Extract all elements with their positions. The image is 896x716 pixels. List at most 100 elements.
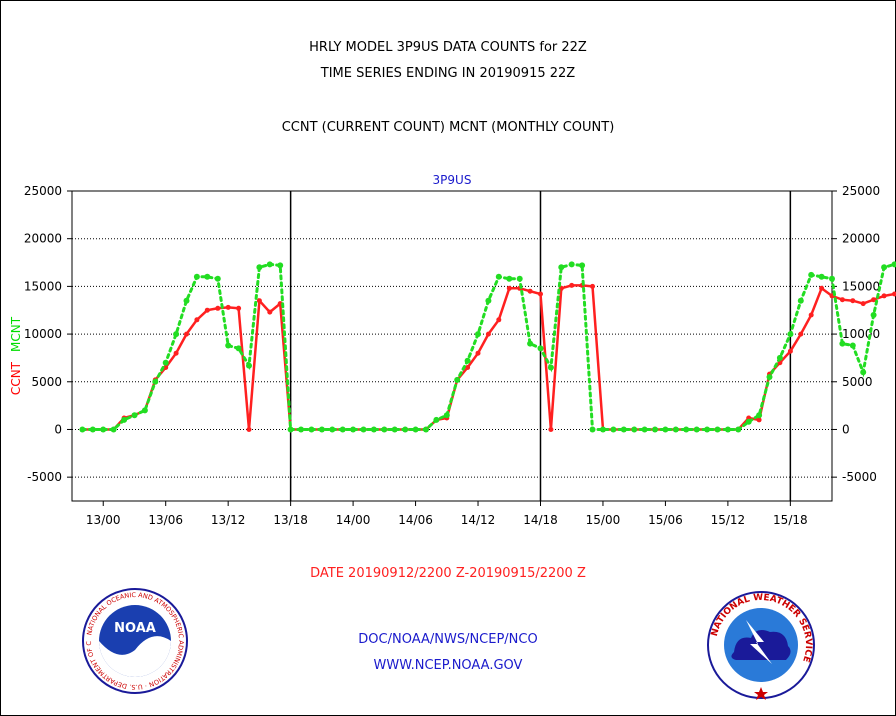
chart-title-line2: TIME SERIES ENDING IN 20190915 22Z: [320, 66, 576, 81]
x-tick-label: 14/12: [461, 513, 496, 527]
data-point-mcnt: [464, 357, 471, 364]
data-point-ccnt: [548, 427, 554, 432]
nws-star-icon: [754, 687, 768, 700]
data-point-mcnt: [162, 359, 169, 366]
data-point-mcnt: [652, 426, 658, 433]
data-point-mcnt: [277, 262, 284, 269]
data-point-mcnt: [881, 264, 888, 271]
y-axis-label-mcnt: MCNT: [9, 316, 23, 352]
data-point-mcnt: [849, 342, 856, 349]
x-tick-label: 13/12: [211, 513, 246, 527]
data-point-ccnt: [860, 301, 866, 307]
data-point-mcnt: [79, 426, 86, 433]
data-point-mcnt: [402, 426, 409, 433]
data-point-mcnt: [152, 378, 159, 385]
data-point-ccnt: [256, 298, 262, 304]
data-point-ccnt: [798, 331, 804, 337]
data-point-mcnt: [339, 426, 346, 433]
y-tick-label-right: -5000: [842, 470, 877, 484]
data-point-mcnt: [714, 426, 721, 433]
nws-lightning-icon: [746, 620, 772, 664]
data-point-mcnt: [121, 416, 128, 423]
data-point-mcnt: [235, 345, 242, 352]
data-point-mcnt: [298, 426, 304, 433]
series-line-mcnt: [80, 262, 896, 431]
y-axis-label-ccnt: CCNT: [9, 361, 23, 395]
data-point-mcnt: [610, 426, 617, 433]
data-point-mcnt: [547, 364, 554, 371]
y-tick-label-left: 10000: [24, 327, 62, 341]
data-point-ccnt: [215, 305, 221, 311]
data-point-mcnt: [454, 376, 461, 383]
data-point-ccnt: [808, 312, 814, 318]
nws-logo: NATIONAL WEATHER SERVICE: [707, 591, 815, 700]
data-point-ccnt: [194, 317, 200, 323]
y-tick-label-left: -5000: [27, 470, 62, 484]
data-point-ccnt: [496, 317, 502, 323]
data-point-ccnt: [173, 350, 179, 356]
data-point-ccnt: [225, 304, 231, 310]
y-tick-label-right: 10000: [842, 327, 880, 341]
data-point-mcnt: [225, 342, 232, 349]
data-point-ccnt: [538, 291, 543, 297]
x-tick-label: 15/06: [648, 513, 683, 527]
data-point-ccnt: [839, 297, 845, 303]
data-point-mcnt: [558, 264, 565, 271]
y-tick-label-left: 5000: [31, 375, 62, 389]
data-point-ccnt: [184, 331, 189, 337]
data-point-mcnt: [443, 412, 450, 419]
time-series-chart: -5000 -5000 0 0 5000 5000 10000 10000 15000 15000…: [9, 173, 896, 527]
x-tick-label: 14/06: [398, 513, 433, 527]
data-point-mcnt: [89, 426, 96, 433]
data-point-mcnt: [870, 312, 877, 318]
data-point-mcnt: [131, 412, 138, 419]
chart-title-line3: CCNT (CURRENT COUNT) MCNT (MONTHLY COUNT…: [281, 120, 615, 135]
data-point-mcnt: [318, 426, 325, 433]
data-point-mcnt: [423, 426, 429, 433]
x-tick-label: 15/12: [711, 513, 746, 527]
data-point-ccnt: [236, 305, 242, 311]
data-point-ccnt: [475, 350, 481, 356]
data-point-mcnt: [662, 426, 669, 433]
data-point-ccnt: [881, 293, 887, 299]
date-range-label: DATE 20190912/2200 Z-20190915/2200 Z: [310, 566, 586, 581]
x-tick-label: 15/18: [773, 513, 808, 527]
data-point-mcnt: [287, 426, 294, 433]
data-point-mcnt: [246, 362, 252, 369]
data-point-mcnt: [308, 426, 315, 433]
data-point-ccnt: [267, 309, 273, 315]
data-point-mcnt: [204, 273, 211, 280]
data-point-mcnt: [735, 426, 742, 433]
data-point-mcnt: [173, 331, 180, 338]
data-point-mcnt: [860, 369, 867, 376]
data-point-ccnt: [246, 427, 252, 432]
data-point-mcnt: [527, 340, 534, 347]
data-point-ccnt: [527, 288, 533, 294]
data-point-mcnt: [391, 426, 398, 433]
data-point-ccnt: [892, 291, 896, 297]
org-label: DOC/NOAA/NWS/NCEP/NCO: [358, 632, 538, 647]
data-point-mcnt: [256, 264, 263, 271]
data-point-mcnt: [110, 426, 117, 433]
data-point-mcnt: [475, 331, 481, 338]
data-point-mcnt: [704, 426, 711, 433]
y-tick-label-right: 0: [842, 422, 850, 436]
data-point-mcnt: [485, 297, 492, 304]
data-point-mcnt: [829, 275, 835, 282]
data-point-mcnt: [433, 416, 440, 423]
y-tick-label-right: 20000: [842, 232, 880, 246]
data-point-mcnt: [537, 345, 544, 352]
noaa-logo: NATIONAL OCEANIC AND ATMOSPHERIC ADMINIS…: [82, 588, 188, 694]
y-tick-label-right: 15000: [842, 279, 880, 293]
data-point-ccnt: [850, 298, 856, 304]
data-point-mcnt: [350, 426, 357, 433]
data-point-mcnt: [776, 354, 783, 361]
data-point-mcnt: [787, 331, 794, 338]
x-tick-label: 13/00: [86, 513, 121, 527]
data-point-mcnt: [214, 275, 221, 282]
data-point-ccnt: [756, 417, 762, 423]
data-point-mcnt: [818, 273, 825, 280]
x-tick-label: 15/00: [586, 513, 621, 527]
data-point-mcnt: [891, 261, 896, 268]
website-link[interactable]: WWW.NCEP.NOAA.GOV: [373, 658, 523, 673]
